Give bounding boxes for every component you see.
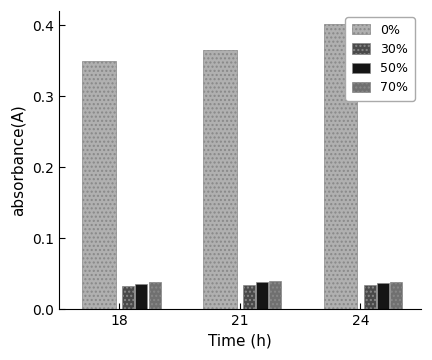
Bar: [135, 284, 147, 310]
Bar: [82, 61, 116, 310]
Bar: [390, 283, 402, 310]
Bar: [203, 50, 237, 310]
X-axis label: Time (h): Time (h): [208, 334, 272, 349]
Bar: [149, 283, 161, 310]
Bar: [256, 283, 268, 310]
Legend: 0%, 30%, 50%, 70%: 0%, 30%, 50%, 70%: [346, 17, 415, 100]
Bar: [122, 286, 134, 310]
Bar: [243, 285, 255, 310]
Bar: [324, 24, 357, 310]
Y-axis label: absorbance(A): absorbance(A): [11, 104, 26, 216]
Bar: [363, 285, 375, 310]
Bar: [269, 281, 281, 310]
Bar: [377, 283, 389, 310]
